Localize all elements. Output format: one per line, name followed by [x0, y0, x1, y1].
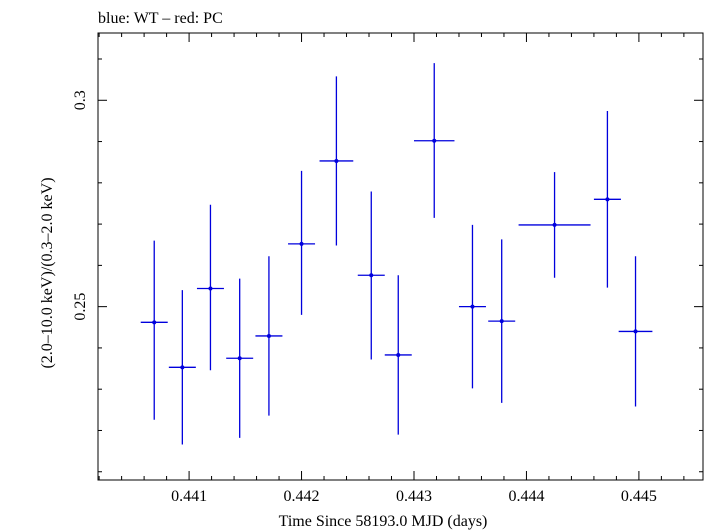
point-marker: [470, 304, 475, 309]
point-marker: [605, 197, 610, 202]
x-axis-label: Time Since 58193.0 MJD (days): [279, 513, 488, 530]
data-point: [140, 240, 168, 420]
point-marker: [396, 352, 401, 357]
data-point: [458, 224, 486, 389]
point-marker: [180, 365, 185, 370]
y-tick-label: 0.3: [72, 90, 89, 110]
data-point: [288, 170, 316, 315]
plot-frame: [97, 32, 704, 481]
y-tick-label: 0.25: [72, 293, 89, 321]
point-marker: [266, 333, 271, 338]
axis-ticks: 0.441 0.442 0.443 0.444 0.445 0.25 0.3: [72, 33, 703, 505]
data-point: [488, 239, 516, 403]
data-point: [413, 63, 455, 218]
point-marker: [152, 320, 157, 325]
point-marker: [334, 158, 339, 163]
data-point: [357, 191, 385, 360]
x-tick-label: 0.443: [396, 488, 432, 505]
point-marker: [208, 286, 213, 291]
x-tick-label: 0.441: [171, 488, 207, 505]
point-marker: [369, 273, 374, 278]
data-point: [226, 278, 254, 438]
data-point: [618, 256, 653, 407]
point-marker: [633, 329, 638, 334]
point-marker: [552, 222, 557, 227]
x-tick-label: 0.444: [508, 488, 544, 505]
data-point: [593, 111, 621, 288]
point-marker: [237, 356, 242, 361]
y-axis-label: (2.0–10.0 keV)/(0.3–2.0 keV): [39, 177, 56, 368]
data-point: [168, 290, 196, 445]
point-marker: [499, 319, 504, 324]
point-marker: [432, 138, 437, 143]
data-point: [518, 172, 591, 278]
chart-title: blue: WT – red: PC: [98, 10, 223, 27]
point-marker: [299, 241, 304, 246]
data-point: [319, 76, 354, 246]
x-tick-label: 0.442: [284, 488, 320, 505]
data-points: [140, 63, 653, 445]
data-point: [255, 256, 283, 416]
x-tick-label: 0.445: [621, 488, 657, 505]
data-point: [196, 204, 224, 371]
data-point: [384, 275, 412, 435]
